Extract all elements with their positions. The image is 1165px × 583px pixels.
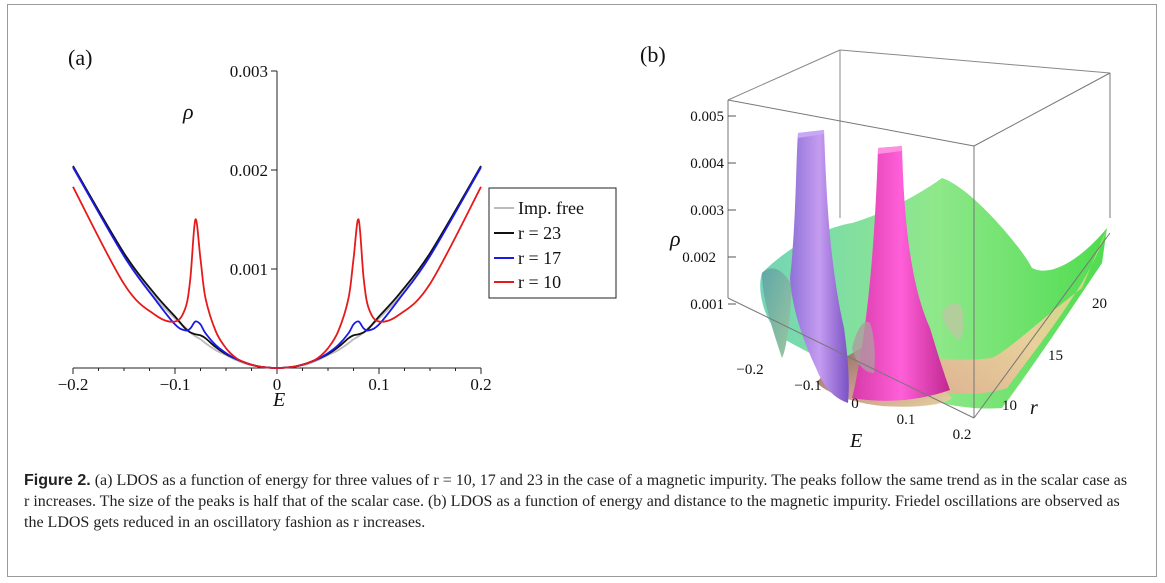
- legend-label-r10: r = 10: [518, 272, 561, 292]
- z-axis: 0.005 0.004 0.003 0.002 0.001 ρ: [669, 109, 736, 313]
- x-tick-label: 0.2: [953, 427, 972, 443]
- box-back-edges: [727, 49, 1111, 218]
- figure-caption: Figure 2. (a) LDOS as a function of ener…: [24, 470, 1134, 533]
- y-tick-label: 0.003: [230, 62, 268, 81]
- z-tick-label: 0.003: [690, 203, 724, 219]
- x-axis: −0.2 −0.1 0 0.1 0.2 E: [736, 362, 971, 452]
- x-tick-label: 0.1: [897, 412, 916, 428]
- x-tick-label: 0: [273, 375, 282, 394]
- series-line: [72, 186, 482, 369]
- legend-label-r17: r = 17: [518, 248, 561, 268]
- r-axis-label: r: [1030, 397, 1038, 419]
- legend-label-imp-free: Imp. free: [518, 198, 584, 218]
- panel-b-chart: (b) 0.005 0.004 0.003: [640, 42, 1111, 452]
- figure-frame: [7, 4, 1157, 577]
- x-axis-label: E: [272, 389, 285, 411]
- x-tick-label: 0: [851, 396, 859, 412]
- panel-b-label: (b): [640, 42, 666, 67]
- x-axis-label: E: [849, 430, 862, 452]
- y-axis-label: ρ: [182, 99, 194, 124]
- x-tick-label: −0.2: [58, 375, 89, 394]
- caption-text: (a) LDOS as a function of energy for thr…: [24, 472, 1128, 531]
- surface: [760, 130, 1107, 409]
- box-front-edges: [727, 72, 1111, 419]
- plot-lines: [72, 165, 482, 369]
- r-tick-label: 20: [1092, 296, 1107, 312]
- z-tick-label: 0.004: [690, 156, 724, 172]
- z-tick-label: 0.005: [690, 109, 724, 125]
- axes: −0.2 −0.1 0 0.1 0.2 0.001 0.002 0.003: [58, 62, 492, 394]
- r-axis: 10 15 20 r: [1002, 296, 1107, 419]
- x-tick-label: −0.1: [160, 375, 191, 394]
- x-tick-label: 0.1: [368, 375, 389, 394]
- r-tick-label: 15: [1048, 348, 1063, 364]
- z-tick-label: 0.001: [690, 297, 724, 313]
- x-tick-label: 0.2: [470, 375, 491, 394]
- caption-label: Figure 2.: [24, 472, 91, 489]
- z-axis-label: ρ: [669, 226, 681, 251]
- x-tick-label: −0.2: [736, 362, 763, 378]
- y-tick-label: 0.001: [230, 260, 268, 279]
- y-tick-label: 0.002: [230, 161, 268, 180]
- legend-label-r23: r = 23: [518, 223, 561, 243]
- panel-a-label: (a): [68, 45, 92, 70]
- legend-box: [488, 187, 617, 299]
- z-tick-label: 0.002: [682, 250, 716, 266]
- legend: Imp. free r = 23 r = 17 r = 10: [488, 187, 617, 299]
- x-tick-label: −0.1: [794, 378, 821, 394]
- panel-a-chart: (a) ρ E −0.2 −0.1 0 0.1 0.2 0.001 0.002 0.003 I…: [58, 45, 617, 411]
- r-tick-label: 10: [1002, 398, 1017, 414]
